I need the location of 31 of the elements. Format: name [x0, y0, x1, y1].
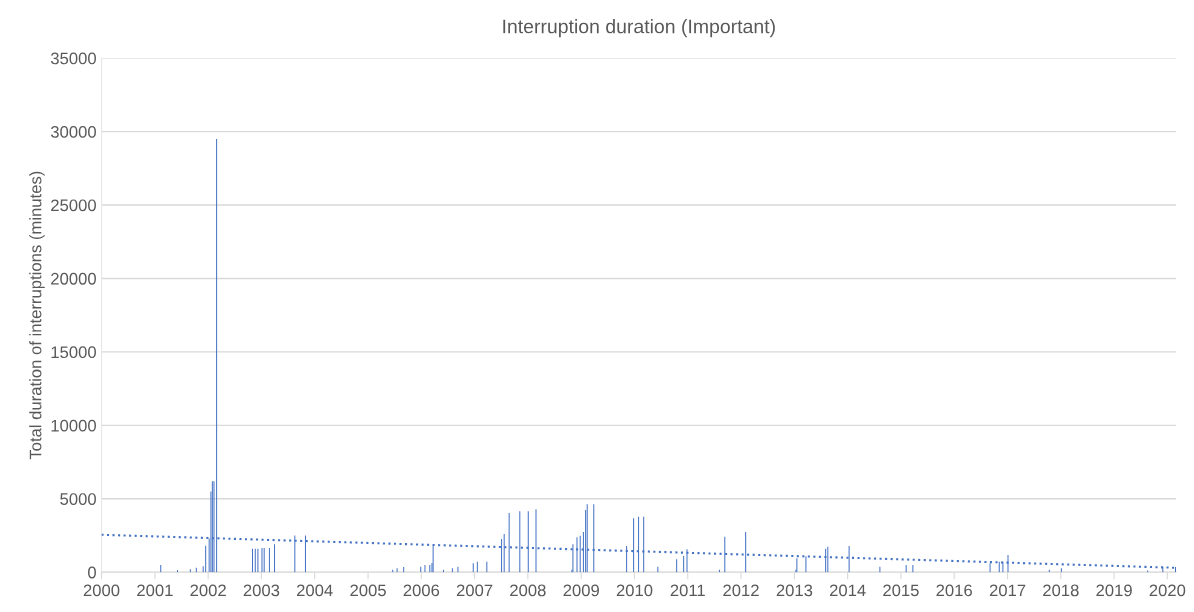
x-tick-label: 2014 [829, 584, 866, 597]
x-tick-label: 2005 [350, 584, 386, 597]
y-tick-label: 35000 [50, 52, 96, 65]
chart-title: Interruption duration (Important) [503, 19, 775, 38]
x-tick-label: 2015 [883, 584, 919, 597]
x-tick-label: 2016 [936, 584, 972, 597]
x-tick-label: 2012 [723, 584, 759, 597]
y-tick-label: 10000 [51, 419, 96, 432]
x-tick-label: 2000 [83, 584, 120, 597]
y-tick-label: 15000 [51, 346, 96, 359]
x-tick-label: 2006 [403, 584, 440, 597]
y-tick-label: 0 [88, 566, 96, 579]
y-tick-label: 20000 [51, 272, 96, 285]
x-tick-label: 2020 [1149, 584, 1186, 597]
x-tick-label: 2017 [989, 584, 1026, 597]
x-tick-label: 2013 [776, 584, 813, 597]
x-tick-label: 2009 [563, 584, 599, 597]
x-tick-label: 2010 [616, 584, 653, 597]
x-tick-label: 2019 [1096, 584, 1132, 597]
x-tick-label: 2004 [296, 584, 333, 597]
x-tick-label: 2007 [456, 584, 493, 597]
y-axis-title: Total duration of interruptions (minutes) [29, 171, 45, 460]
x-tick-label: 2003 [243, 584, 280, 597]
x-tick-label: 2008 [510, 584, 546, 597]
y-tick-label: 25000 [51, 199, 96, 212]
y-tick-label: 30000 [50, 125, 96, 138]
x-tick-label: 2018 [1043, 584, 1079, 597]
x-tick-label: 2011 [670, 584, 705, 597]
x-tick-label: 2001 [137, 584, 173, 597]
x-tick-label: 2002 [190, 584, 226, 597]
y-tick-label: 5000 [60, 493, 96, 505]
